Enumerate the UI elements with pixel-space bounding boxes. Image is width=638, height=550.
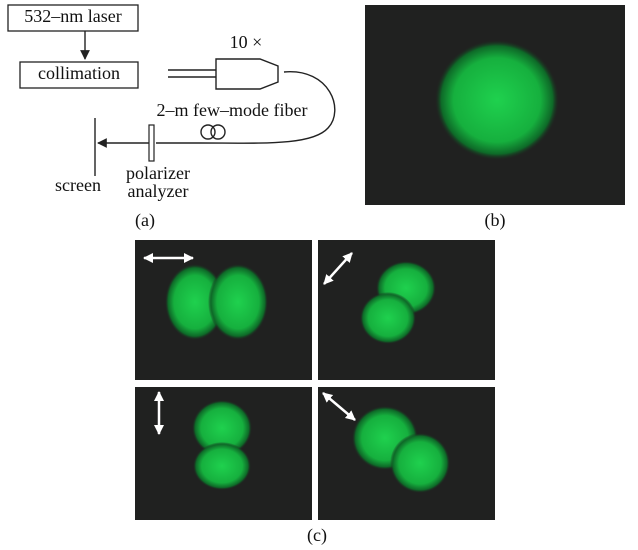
objective-label: 10 × [230,32,263,52]
fiber-coil [211,125,225,139]
caption: (a) [135,210,155,231]
lobe [193,442,251,490]
image-c: (c) [135,240,495,546]
schematic: 532–nm laser collimation 10 × 2–m few–mo… [8,5,335,231]
figure: 532–nm laser collimation 10 × 2–m few–mo… [0,0,638,550]
image-b: (b) [365,5,625,231]
analyzer-label: analyzer [128,181,189,201]
beam-spot [435,40,559,160]
laser-label: 532–nm laser [24,6,121,26]
polarizer-label: polarizer [126,163,190,183]
polarizer [149,125,154,161]
screen-label: screen [55,175,101,195]
lobe [208,264,268,340]
fiber-label: 2–m few–mode fiber [157,100,308,120]
lobe [360,292,416,344]
collimation-label: collimation [38,63,120,83]
caption: (b) [485,210,506,231]
lobe [390,433,450,493]
objective [216,59,278,89]
caption: (c) [307,525,327,546]
